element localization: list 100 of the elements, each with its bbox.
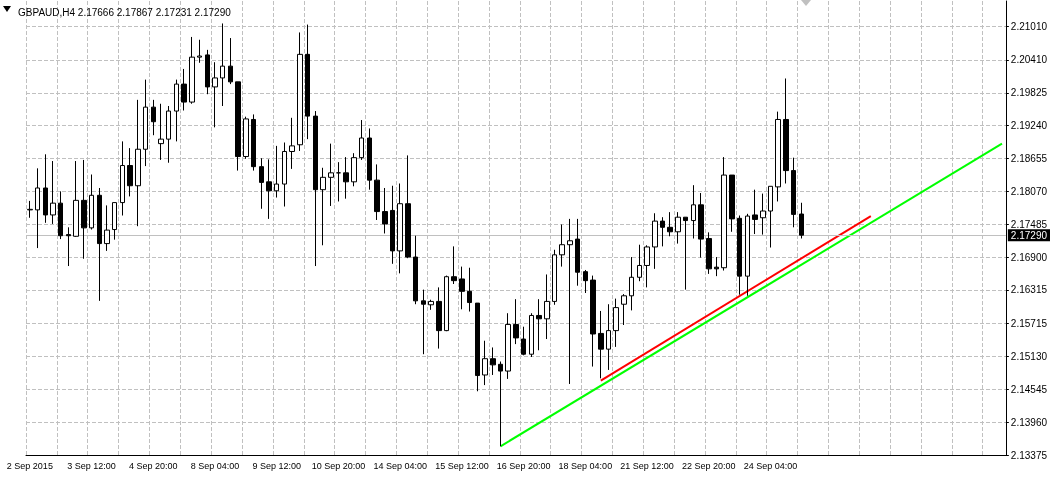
candlestick <box>521 326 526 356</box>
candlestick <box>598 310 604 379</box>
candlestick <box>143 79 148 167</box>
candlestick <box>637 244 642 282</box>
candlestick <box>467 267 472 313</box>
y-tick-label: 2.15715 <box>1010 318 1048 330</box>
candlestick <box>459 266 465 310</box>
candlestick <box>729 174 735 233</box>
x-tick-label: 10 Sep 20:00 <box>311 460 366 471</box>
candlestick <box>243 116 249 160</box>
x-tick-label: 14 Sep 04:00 <box>373 460 427 471</box>
candlestick <box>89 174 94 231</box>
x-tick-label: 16 Sep 20:00 <box>496 460 551 471</box>
candlestick <box>428 299 434 311</box>
candlestick <box>43 153 48 224</box>
candlestick <box>559 223 565 268</box>
y-tick-label: 2.18655 <box>1010 153 1048 165</box>
candlestick <box>289 117 295 170</box>
candlestick <box>567 218 573 385</box>
candlestick <box>667 211 673 237</box>
y-tick-label: 2.19825 <box>1010 87 1048 99</box>
candlestick <box>482 340 488 386</box>
candlestick <box>135 99 141 227</box>
candlestick <box>228 37 233 85</box>
candlestick <box>737 215 742 296</box>
candlestick <box>251 113 256 172</box>
candlestick <box>97 187 102 302</box>
candlestick <box>575 218 580 287</box>
y-tick-label: 2.21010 <box>1010 20 1048 32</box>
candlestick <box>745 213 750 297</box>
candlestick <box>675 211 681 245</box>
x-tick-label: 24 Sep 04:00 <box>743 460 798 471</box>
candlestick <box>768 185 773 249</box>
y-tick-label: 2.16900 <box>1010 251 1048 263</box>
y-tick-label: 2.13960 <box>1010 416 1048 428</box>
candlestick <box>552 249 557 306</box>
candlestick <box>397 183 403 274</box>
candlestick <box>235 81 241 172</box>
candlestick <box>405 154 411 259</box>
candlestick <box>490 346 496 376</box>
candlestick <box>313 110 318 267</box>
text: GBPAUD,H4 2.17666 2.17867 2.17231 2.17290 <box>18 6 232 18</box>
candlestick <box>706 231 712 275</box>
y-tick-label: 2.13375 <box>1010 449 1048 461</box>
candlestick <box>212 61 218 128</box>
candlestick <box>629 256 634 311</box>
candlestick <box>660 216 665 247</box>
x-tick-label: 8 Sep 04:00 <box>190 460 240 471</box>
x-tick-label: 21 Sep 12:00 <box>620 460 674 471</box>
candlestick <box>613 298 619 348</box>
y-tick-label: 2.17485 <box>1010 218 1048 230</box>
candlestick <box>374 163 380 221</box>
candlestick <box>120 140 125 217</box>
y-tick-label: 2.18070 <box>1010 185 1048 197</box>
candlestick <box>413 235 418 305</box>
y-tick-label: 2.16315 <box>1010 284 1048 296</box>
candlestick <box>73 160 79 238</box>
candlestick <box>112 202 117 241</box>
candlestick <box>799 202 804 239</box>
candlestick <box>66 226 71 267</box>
candlestick <box>282 142 287 208</box>
y-tick-label: 2.19240 <box>1010 120 1048 132</box>
candlestick <box>683 216 688 291</box>
candlestick <box>104 204 110 252</box>
candlestick <box>274 145 279 199</box>
y-tick-label: 2.14545 <box>1010 383 1048 395</box>
candlestick <box>606 303 611 371</box>
candlestick <box>791 157 796 228</box>
candlestick <box>305 24 310 140</box>
candlestick <box>27 200 33 219</box>
candlestick <box>320 167 326 246</box>
candlestick <box>220 22 225 107</box>
x-tick-label: 18 Sep 04:00 <box>558 460 613 471</box>
candlestick <box>652 212 658 270</box>
candlestick <box>158 103 164 161</box>
candlestick <box>752 189 758 235</box>
candlestick <box>328 143 334 207</box>
candlestick <box>50 160 56 225</box>
candlestick <box>35 167 40 249</box>
candlestick <box>513 298 519 345</box>
candlestick <box>436 286 442 350</box>
candlestick <box>351 152 357 187</box>
candlestick <box>181 68 187 111</box>
candlestick <box>297 31 303 152</box>
x-tick-label: 2 Sep 2015 <box>6 460 53 471</box>
candlestick <box>197 39 202 64</box>
candlestick <box>714 256 719 277</box>
candlestick <box>266 158 272 220</box>
candlestick <box>529 312 534 358</box>
y-tick-label: 2.20410 <box>1010 54 1048 66</box>
candlestick <box>621 293 627 326</box>
candlestick <box>127 147 133 197</box>
candlestick <box>691 184 696 240</box>
candlestick <box>444 275 449 332</box>
candlestick <box>783 77 789 184</box>
candlestick <box>644 244 650 288</box>
candlestick <box>166 105 171 164</box>
candlestick <box>536 298 542 351</box>
y-tick-label: 2.15130 <box>1010 350 1048 362</box>
candlestick <box>544 273 550 340</box>
